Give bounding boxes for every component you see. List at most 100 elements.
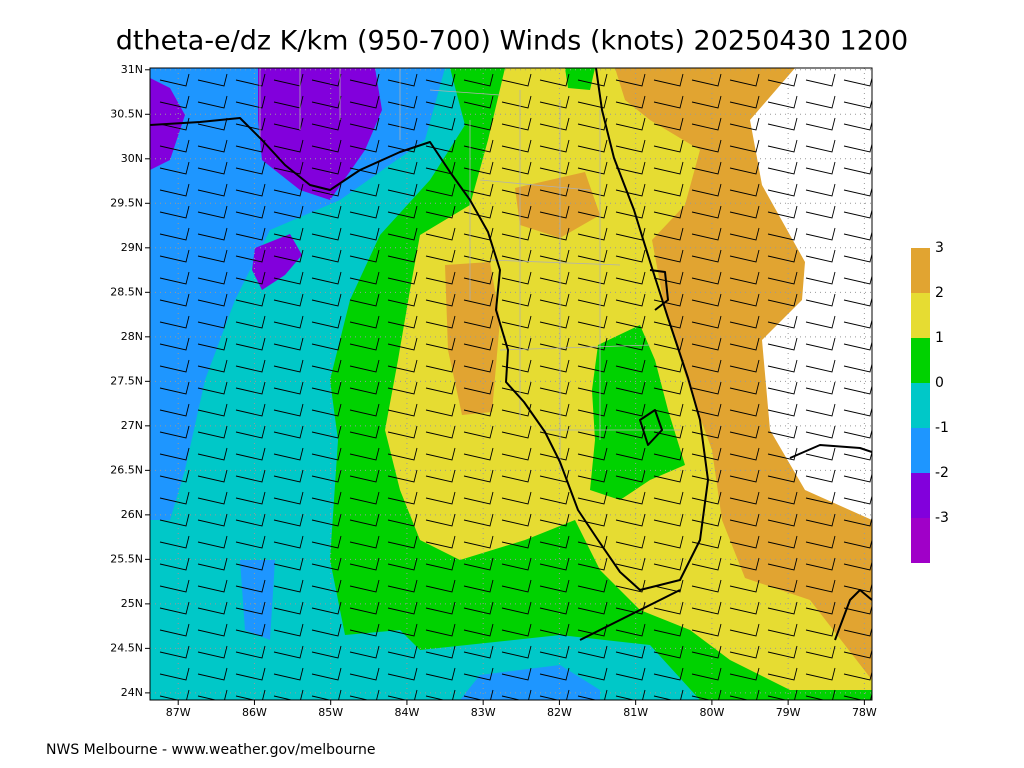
wind-barb — [729, 95, 760, 109]
wind-barb — [159, 491, 190, 505]
lon-tick-label: 87W — [166, 706, 191, 719]
wind-barb — [691, 425, 722, 439]
wind-barb — [235, 381, 266, 395]
wind-barb — [349, 95, 380, 109]
wind-barb — [159, 403, 190, 417]
wind-barb — [501, 73, 532, 87]
wind-barb — [539, 469, 570, 483]
wind-barb — [805, 535, 836, 549]
wind-barb — [387, 447, 418, 461]
wind-barb — [425, 117, 456, 131]
wind-barb — [767, 139, 798, 153]
field-white — [750, 68, 872, 520]
wind-barb — [387, 469, 418, 483]
wind-barb — [311, 557, 342, 571]
map-frame — [149, 67, 873, 701]
wind-barb — [729, 205, 760, 219]
wind-barb — [843, 538, 872, 549]
wind-barb — [691, 315, 722, 329]
wind-barb — [729, 447, 760, 461]
wind-barb — [729, 513, 760, 527]
wind-barb — [235, 271, 266, 285]
wind-barb — [387, 359, 418, 373]
wind-barb — [501, 601, 532, 615]
field-blue — [150, 68, 445, 520]
wind-barb — [843, 604, 872, 615]
wind-barb — [653, 535, 684, 549]
wind-barb — [577, 271, 608, 285]
wind-barb — [425, 403, 456, 417]
wind-barb — [273, 557, 304, 571]
wind-barb — [273, 447, 304, 461]
wind-barb — [425, 381, 456, 395]
wind-barb — [653, 425, 684, 439]
wind-barb — [463, 337, 494, 351]
wind-barb — [767, 645, 798, 659]
wind-barb — [273, 227, 304, 241]
lat-tick-label: 28.5N — [110, 285, 143, 298]
wind-barb — [843, 120, 872, 131]
wind-barb — [805, 557, 836, 571]
lat-tick-label: 25N — [121, 597, 143, 610]
wind-barb — [767, 227, 798, 241]
wind-barb — [539, 535, 570, 549]
wind-barb — [235, 205, 266, 219]
county-lines — [259, 68, 680, 470]
wind-barb — [729, 491, 760, 505]
wind-barb — [159, 535, 190, 549]
wind-barb — [349, 249, 380, 263]
footer: NWS Melbourne - www.weather.gov/melbourn… — [46, 742, 375, 758]
wind-barb — [425, 535, 456, 549]
lat-tick-label: 26N — [121, 508, 143, 521]
wind-barb — [425, 447, 456, 461]
wind-barb — [539, 557, 570, 571]
axes: 87W 86W 85W 84W 83W 82W 81W 80W 79W 78W 31N 30.5N 30… — [110, 63, 877, 719]
wind-barb — [729, 139, 760, 153]
wind-barb — [501, 117, 532, 131]
wind-barb — [615, 689, 646, 700]
wind-barb — [729, 161, 760, 175]
wind-barb — [805, 579, 836, 593]
wind-barb — [463, 271, 494, 285]
wind-barb — [501, 337, 532, 351]
wind-barb — [539, 73, 570, 87]
wind-barb — [539, 645, 570, 659]
wind-barb — [273, 205, 304, 219]
wind-barb — [387, 557, 418, 571]
wind-barb — [425, 205, 456, 219]
wind-barb — [197, 425, 228, 439]
wind-barb — [463, 645, 494, 659]
wind-barb — [349, 139, 380, 153]
wind-barb — [691, 403, 722, 417]
wind-barb — [197, 271, 228, 285]
wind-barb — [311, 469, 342, 483]
wind-barb — [349, 315, 380, 329]
wind-barb — [197, 623, 228, 637]
wind-barb — [805, 95, 836, 109]
wind-barb — [539, 337, 570, 351]
wind-barb — [805, 469, 836, 483]
wind-barb — [843, 186, 872, 197]
wind-barb — [691, 183, 722, 197]
wind-barb — [311, 315, 342, 329]
wind-barb — [501, 293, 532, 307]
lat-tick-label: 24N — [121, 686, 143, 699]
wind-barb — [539, 491, 570, 505]
wind-barb — [501, 491, 532, 505]
wind-barb — [653, 205, 684, 219]
wind-barb — [615, 535, 646, 549]
wind-barb — [463, 425, 494, 439]
wind-barb — [235, 689, 266, 700]
wind-barb — [843, 296, 872, 307]
wind-barb — [311, 513, 342, 527]
wind-barb — [235, 161, 266, 175]
wind-barb — [767, 491, 798, 505]
wind-barb — [311, 425, 342, 439]
wind-barb — [805, 359, 836, 373]
wind-barb — [311, 667, 342, 681]
wind-barb — [767, 381, 798, 395]
wind-barb — [273, 139, 304, 153]
wind-barb — [615, 95, 646, 109]
wind-barb — [615, 205, 646, 219]
